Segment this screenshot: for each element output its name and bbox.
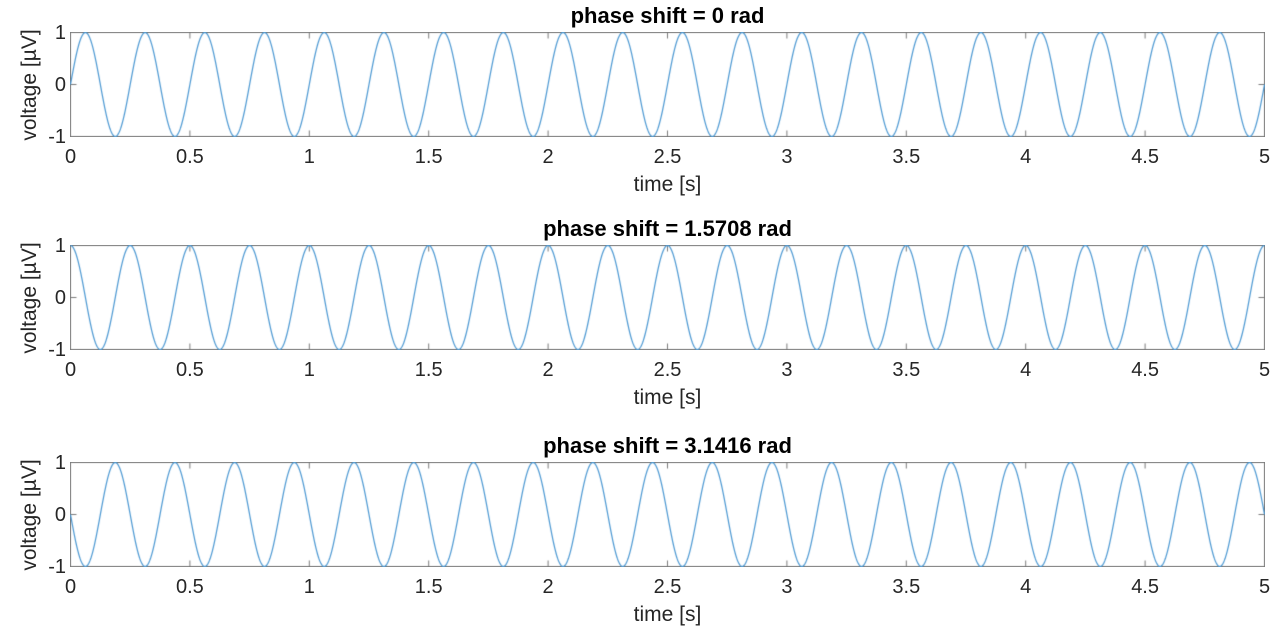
x-tick-label: 4.5 bbox=[1131, 576, 1159, 598]
x-tick-label: 4.5 bbox=[1131, 359, 1159, 381]
x-tick-label: 1.5 bbox=[414, 146, 443, 168]
x-tick-label: 5 bbox=[1258, 576, 1271, 598]
y-tick-label: 0 bbox=[54, 503, 66, 526]
x-tick-label: 2 bbox=[542, 146, 554, 168]
x-tick-label: 3 bbox=[781, 576, 793, 598]
x-tick-label: 4 bbox=[1020, 146, 1032, 168]
x-axis-label: time [s] bbox=[633, 386, 702, 409]
x-tick-label: 2.5 bbox=[653, 576, 682, 598]
x-axis-label: time [s] bbox=[633, 173, 702, 196]
x-tick-label: 3.5 bbox=[892, 359, 921, 381]
plot-title: phase shift = 1.5708 rad bbox=[543, 216, 792, 241]
x-tick-label: 0.5 bbox=[175, 359, 204, 381]
x-tick-label: 1.5 bbox=[414, 576, 443, 598]
plot-canvas bbox=[70, 462, 1265, 567]
y-tick-label: -1 bbox=[48, 555, 66, 578]
y-tick-label: 1 bbox=[54, 234, 66, 257]
plot-canvas bbox=[70, 245, 1265, 350]
x-tick-label: 4 bbox=[1020, 359, 1032, 381]
x-tick-label: 5 bbox=[1258, 146, 1271, 168]
x-tick-label: 2.5 bbox=[653, 146, 682, 168]
subplot-phase-0: phase shift = 0 rad voltage [µV] 0 0.5 1 1.… bbox=[0, 0, 1280, 210]
x-tick-label: 1.5 bbox=[414, 359, 443, 381]
plot-title: phase shift = 0 rad bbox=[570, 3, 765, 28]
x-tick-label: 0 bbox=[64, 359, 77, 381]
y-tick-label: 0 bbox=[54, 73, 66, 96]
x-tick-label: 2 bbox=[542, 576, 554, 598]
x-tick-label: 2.5 bbox=[653, 359, 682, 381]
x-tick-label: 4 bbox=[1020, 576, 1032, 598]
plot-title: phase shift = 3.1416 rad bbox=[543, 433, 792, 458]
x-tick-label: 0.5 bbox=[175, 576, 204, 598]
x-tick-label: 3 bbox=[781, 146, 793, 168]
y-tick-label: -1 bbox=[48, 338, 66, 361]
y-tick-label: 1 bbox=[54, 451, 66, 474]
x-tick-label: 0 bbox=[64, 146, 77, 168]
x-tick-label: 3 bbox=[781, 359, 793, 381]
y-tick-label: -1 bbox=[48, 125, 66, 148]
y-tick-label: 1 bbox=[54, 21, 66, 44]
x-tick-label: 5 bbox=[1258, 359, 1271, 381]
y-tick-label: 0 bbox=[54, 286, 66, 309]
x-tick-label: 3.5 bbox=[892, 146, 921, 168]
x-axis-label: time [s] bbox=[633, 603, 702, 626]
plot-canvas bbox=[70, 32, 1265, 137]
x-tick-label: 1 bbox=[303, 576, 315, 598]
x-tick-label: 3.5 bbox=[892, 576, 921, 598]
x-tick-label: 2 bbox=[542, 359, 554, 381]
x-tick-label: 0.5 bbox=[175, 146, 204, 168]
x-tick-label: 1 bbox=[303, 359, 315, 381]
x-tick-label: 1 bbox=[303, 146, 315, 168]
x-tick-label: 4.5 bbox=[1131, 146, 1159, 168]
x-tick-label: 0 bbox=[64, 576, 77, 598]
